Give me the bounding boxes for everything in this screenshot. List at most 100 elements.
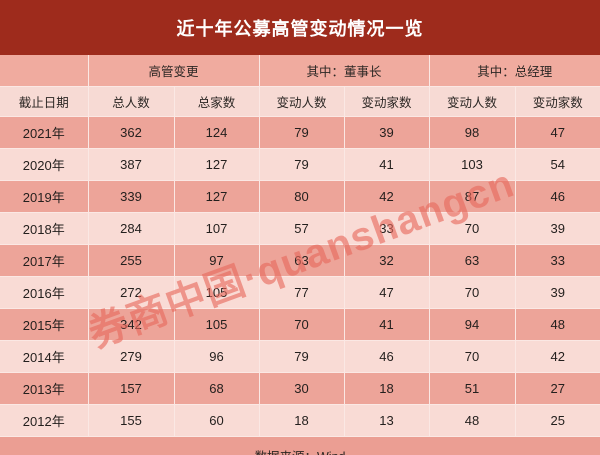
cell-date: 2019年 xyxy=(0,180,89,213)
cell-gm-firms: 48 xyxy=(515,308,600,341)
cell-chairman-firms: 47 xyxy=(344,276,430,309)
cell-total-firms: 124 xyxy=(174,116,260,149)
cell-total-firms: 97 xyxy=(174,244,260,277)
cell-total-people: 339 xyxy=(88,180,175,213)
cell-gm-firms: 25 xyxy=(515,404,600,437)
cell-chairman-people: 57 xyxy=(259,212,345,245)
cell-gm-people: 94 xyxy=(429,308,516,341)
cell-gm-people: 70 xyxy=(429,212,516,245)
cell-total-people: 279 xyxy=(88,340,175,373)
cell-gm-firms: 27 xyxy=(515,372,600,405)
cell-total-people: 255 xyxy=(88,244,175,277)
column-header-chairman-firms: 变动家数 xyxy=(344,86,430,117)
cell-gm-firms: 39 xyxy=(515,276,600,309)
cell-chairman-firms: 18 xyxy=(344,372,430,405)
table-row: 2014年 279 96 79 46 70 42 xyxy=(0,340,600,373)
cell-gm-firms: 39 xyxy=(515,212,600,245)
cell-total-people: 362 xyxy=(88,116,175,149)
cell-date: 2014年 xyxy=(0,340,89,373)
cell-total-firms: 60 xyxy=(174,404,260,437)
data-source-label: 数据来源：Wind xyxy=(255,446,346,455)
cell-chairman-people: 70 xyxy=(259,308,345,341)
cell-gm-people: 51 xyxy=(429,372,516,405)
cell-chairman-firms: 42 xyxy=(344,180,430,213)
column-header-total-firms: 总家数 xyxy=(174,86,260,117)
cell-chairman-people: 77 xyxy=(259,276,345,309)
executive-change-table: 高管变更 其中：董事长 其中：总经理 截止日期 总人数 总家数 变动人数 变动家… xyxy=(0,55,600,437)
table-row: 2021年 362 124 79 39 98 47 xyxy=(0,116,600,149)
cell-chairman-people: 30 xyxy=(259,372,345,405)
cell-gm-people: 70 xyxy=(429,276,516,309)
title-bar: 近十年公募高管变动情况一览 xyxy=(0,0,600,55)
cell-chairman-people: 63 xyxy=(259,244,345,277)
table-body: 2021年 362 124 79 39 98 47 2020年 387 127 … xyxy=(0,116,600,437)
table-column-header-row: 截止日期 总人数 总家数 变动人数 变动家数 变动人数 变动家数 xyxy=(0,86,600,117)
table-row: 2017年 255 97 63 32 63 33 xyxy=(0,244,600,277)
cell-gm-firms: 46 xyxy=(515,180,600,213)
cell-date: 2018年 xyxy=(0,212,89,245)
cell-total-people: 272 xyxy=(88,276,175,309)
page-title: 近十年公募高管变动情况一览 xyxy=(176,18,424,39)
cell-chairman-people: 79 xyxy=(259,148,345,181)
cell-chairman-people: 80 xyxy=(259,180,345,213)
cell-gm-people: 70 xyxy=(429,340,516,373)
cell-chairman-people: 18 xyxy=(259,404,345,437)
cell-total-people: 157 xyxy=(88,372,175,405)
cell-total-firms: 68 xyxy=(174,372,260,405)
column-header-date: 截止日期 xyxy=(0,86,89,117)
table-head: 高管变更 其中：董事长 其中：总经理 截止日期 总人数 总家数 变动人数 变动家… xyxy=(0,55,600,117)
cell-total-firms: 127 xyxy=(174,148,260,181)
table-row: 2019年 339 127 80 42 87 46 xyxy=(0,180,600,213)
cell-chairman-firms: 33 xyxy=(344,212,430,245)
column-header-gm-people: 变动人数 xyxy=(429,86,516,117)
table-row: 2012年 155 60 18 13 48 25 xyxy=(0,404,600,437)
footer-bar: 数据来源：Wind xyxy=(0,437,600,455)
cell-date: 2020年 xyxy=(0,148,89,181)
cell-gm-firms: 42 xyxy=(515,340,600,373)
cell-date: 2017年 xyxy=(0,244,89,277)
table-row: 2013年 157 68 30 18 51 27 xyxy=(0,372,600,405)
table-row: 2015年 342 105 70 41 94 48 xyxy=(0,308,600,341)
cell-chairman-firms: 41 xyxy=(344,308,430,341)
cell-gm-firms: 47 xyxy=(515,116,600,149)
cell-total-firms: 127 xyxy=(174,180,260,213)
cell-total-people: 387 xyxy=(88,148,175,181)
column-header-chairman-people: 变动人数 xyxy=(259,86,345,117)
cell-date: 2021年 xyxy=(0,116,89,149)
cell-chairman-firms: 39 xyxy=(344,116,430,149)
cell-total-people: 155 xyxy=(88,404,175,437)
group-header-blank xyxy=(0,55,89,87)
cell-gm-firms: 54 xyxy=(515,148,600,181)
group-header-gm: 其中：总经理 xyxy=(429,55,600,87)
group-header-chairman: 其中：董事长 xyxy=(259,55,430,87)
cell-total-people: 342 xyxy=(88,308,175,341)
table-row: 2016年 272 105 77 47 70 39 xyxy=(0,276,600,309)
table-row: 2020年 387 127 79 41 103 54 xyxy=(0,148,600,181)
table-row: 2018年 284 107 57 33 70 39 xyxy=(0,212,600,245)
cell-chairman-people: 79 xyxy=(259,340,345,373)
cell-date: 2013年 xyxy=(0,372,89,405)
cell-total-firms: 105 xyxy=(174,308,260,341)
column-header-gm-firms: 变动家数 xyxy=(515,86,600,117)
cell-gm-people: 103 xyxy=(429,148,516,181)
cell-chairman-firms: 41 xyxy=(344,148,430,181)
cell-date: 2012年 xyxy=(0,404,89,437)
cell-total-firms: 105 xyxy=(174,276,260,309)
cell-chairman-firms: 13 xyxy=(344,404,430,437)
cell-chairman-firms: 46 xyxy=(344,340,430,373)
cell-chairman-firms: 32 xyxy=(344,244,430,277)
cell-chairman-people: 79 xyxy=(259,116,345,149)
group-header-exec-change: 高管变更 xyxy=(88,55,260,87)
cell-gm-people: 98 xyxy=(429,116,516,149)
table-group-header-row: 高管变更 其中：董事长 其中：总经理 xyxy=(0,55,600,87)
cell-date: 2016年 xyxy=(0,276,89,309)
cell-gm-people: 87 xyxy=(429,180,516,213)
cell-gm-people: 48 xyxy=(429,404,516,437)
cell-total-firms: 107 xyxy=(174,212,260,245)
cell-total-people: 284 xyxy=(88,212,175,245)
column-header-total-people: 总人数 xyxy=(88,86,175,117)
cell-total-firms: 96 xyxy=(174,340,260,373)
cell-date: 2015年 xyxy=(0,308,89,341)
cell-gm-firms: 33 xyxy=(515,244,600,277)
